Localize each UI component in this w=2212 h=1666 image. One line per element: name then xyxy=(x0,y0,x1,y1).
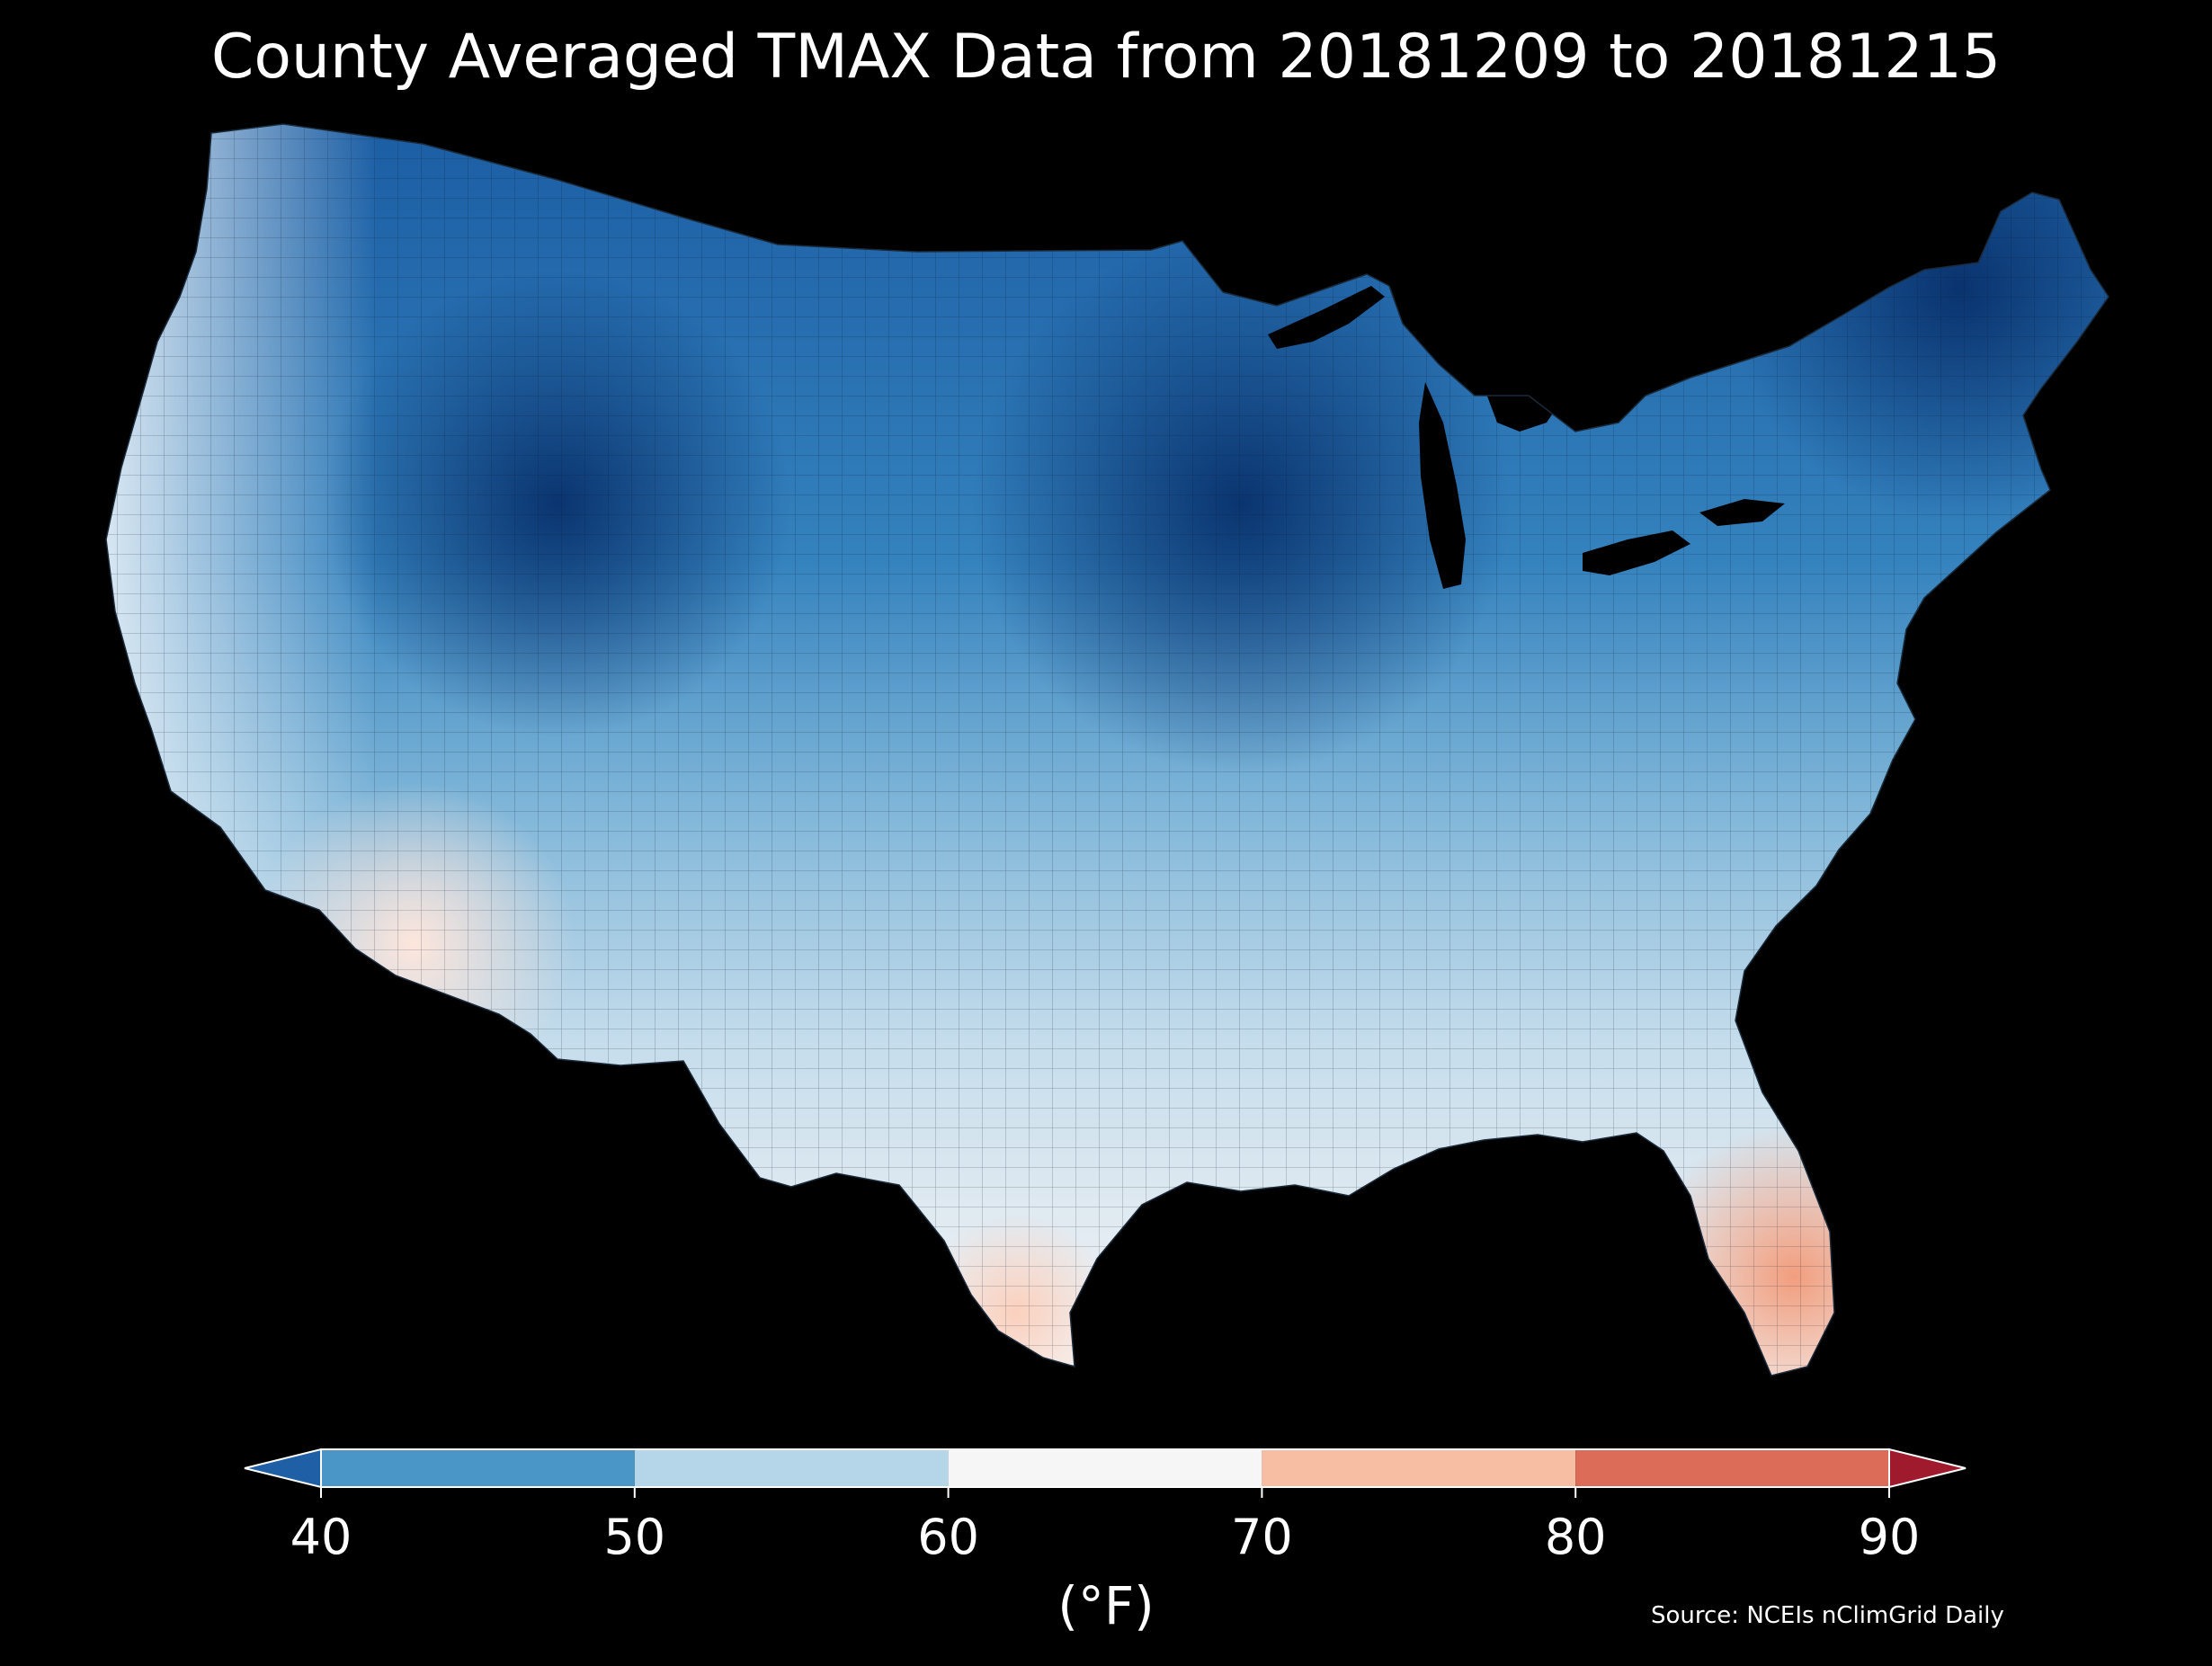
colorbar-tick-label: 70 xyxy=(1231,1509,1293,1565)
us-outline xyxy=(105,123,2109,1376)
colorbar xyxy=(244,1448,1967,1498)
colorbar-extend-over xyxy=(1888,1448,1967,1489)
colorbar-tick-label: 60 xyxy=(917,1509,979,1565)
colorbar-tick-label: 40 xyxy=(290,1509,352,1565)
colorbar-unit-label: (°F) xyxy=(1057,1575,1155,1636)
colorbar-bin-2 xyxy=(948,1449,1262,1487)
colorbar-tick-label: 80 xyxy=(1544,1509,1607,1565)
map-title: County Averaged TMAX Data from 20181209 … xyxy=(210,22,2002,93)
colorbar-bin-4 xyxy=(1575,1449,1889,1487)
colorbar-tick-label: 50 xyxy=(603,1509,666,1565)
colorbar-outline xyxy=(320,1448,1890,1488)
great-lakes xyxy=(1268,286,1785,589)
colorbar-bin-1 xyxy=(634,1449,949,1487)
colorbar-tick-label: 90 xyxy=(1858,1509,1921,1565)
colorbar-extend-under xyxy=(244,1448,322,1489)
source-credit: Source: NCEIs nClimGrid Daily xyxy=(1651,1602,2004,1629)
colorbar-bin-3 xyxy=(1262,1449,1576,1487)
colorbar-bin-0 xyxy=(321,1449,635,1487)
